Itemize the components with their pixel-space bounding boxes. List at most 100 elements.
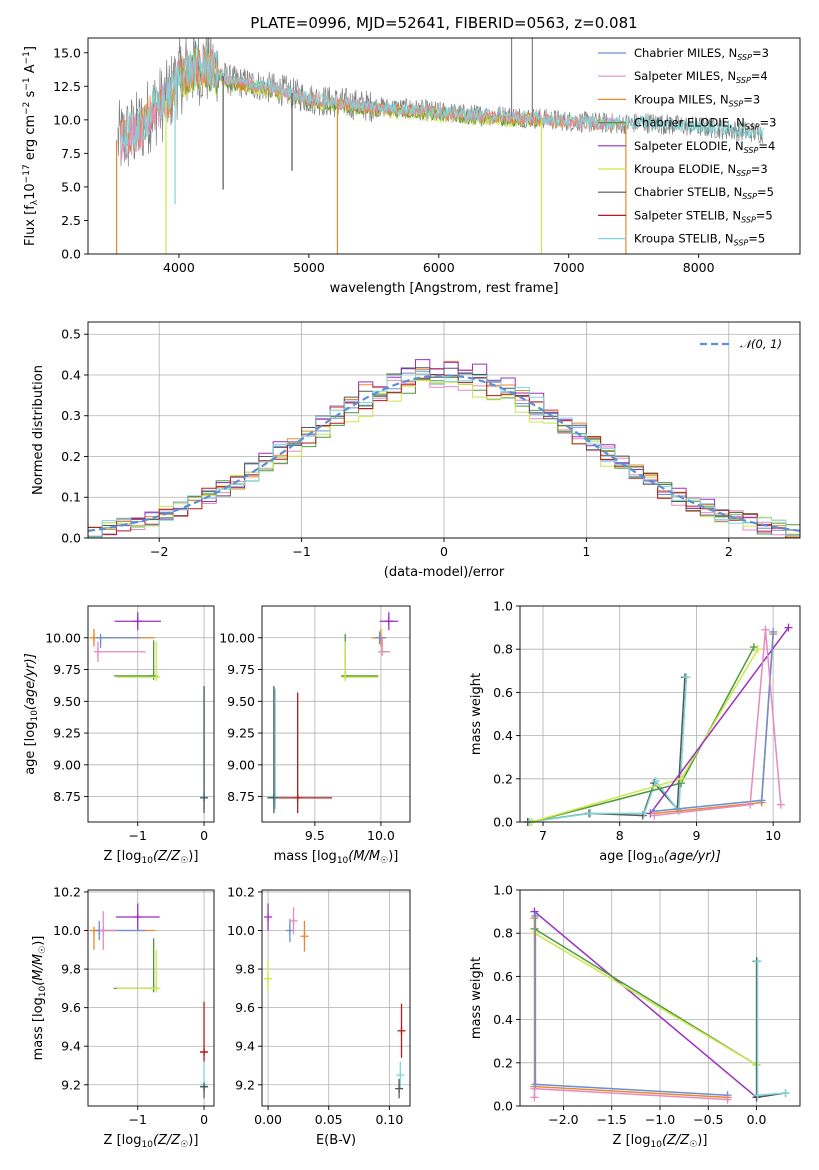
y-tick-label: 9.2 (235, 1077, 255, 1092)
errorbar-point (116, 949, 161, 993)
errorbar-point (379, 612, 399, 631)
x-tick-label: −1.5 (597, 1112, 627, 1127)
axes-frame (87, 889, 215, 1107)
y-tick-label: 0.0 (61, 247, 81, 262)
y-tick-label: 10.0 (53, 923, 81, 938)
y-tick-label: 0.8 (493, 926, 513, 941)
x-tick-label: −1 (129, 1112, 147, 1127)
errorbar-point (264, 903, 273, 931)
legend-entry: Kroupa STELIB, NSSP=5 (634, 232, 765, 248)
y-tick-label: 0.6 (493, 685, 513, 700)
y-axis-label: Flux [fλ10−17 erg cm−2 s−1 A−1] (22, 46, 40, 246)
mass-weight-marker (776, 800, 785, 809)
y-tick-label: 10.0 (53, 112, 81, 127)
errorbar-point (113, 938, 158, 993)
y-tick-label: 8.75 (227, 789, 255, 804)
errorbar-point (113, 640, 158, 680)
mass-weight-line (534, 911, 758, 1098)
x-tick-label: 0 (440, 544, 448, 559)
errorbar-point (264, 959, 273, 993)
x-tick-label: 2 (725, 544, 733, 559)
y-axis-label: mass weight (469, 673, 484, 755)
residual-histogram (88, 374, 800, 538)
legend-entry: Chabrier MILES, NSSP=3 (634, 46, 769, 62)
x-tick-label: 0.10 (375, 1112, 403, 1127)
y-tick-label: 0.6 (493, 969, 513, 984)
errorbar-point (268, 692, 333, 814)
x-tick-label: −0.5 (693, 1112, 723, 1127)
legend-entry: Chabrier ELODIE, NSSP=3 (634, 116, 776, 132)
x-tick-label: 0.0 (747, 1112, 767, 1127)
y-tick-label: 8.75 (53, 789, 81, 804)
errorbar-point (114, 612, 161, 631)
residuals-panel: −2 −1 0 1 2 0.0 0.1 0.2 0.3 0.4 0.5 (data-model)/er… (31, 321, 801, 580)
mass-weight-marker (530, 1093, 539, 1102)
errorbar-point (341, 641, 379, 682)
mass-weight-marker (757, 796, 766, 805)
x-tick-label: −2 (150, 544, 168, 559)
y-tick-label: 0.4 (61, 367, 81, 382)
x-tick-label: 8 (616, 828, 624, 843)
y-tick-label: 9.4 (61, 1039, 81, 1054)
mass-weight-marker (753, 645, 762, 654)
legend-entry: Salpeter MILES, NSSP=4 (634, 69, 768, 85)
mass-weight-line (534, 932, 757, 1066)
x-axis-label: Z [log10(Z/Z☉)] (104, 849, 199, 866)
y-tick-label: 1.0 (493, 599, 513, 614)
errorbar-point (396, 1061, 405, 1089)
mass-weight-marker (677, 774, 686, 783)
mass-weight-line (534, 915, 728, 1096)
mass-weight-line (529, 677, 688, 823)
x-axis-label: wavelength [Angstrom, rest frame] (330, 281, 559, 296)
x-tick-label: 0.05 (315, 1112, 343, 1127)
x-tick-label: 0 (200, 1112, 208, 1127)
mass-weight-marker (531, 1080, 540, 1089)
mass_vs_Z-panel: −1 0 9.2 9.4 9.6 9.8 10.0 10.2 Z [log10(Z/Z☉)] ma… (31, 884, 215, 1150)
x-tick-label: 6000 (423, 260, 455, 275)
y-tick-label: 0.8 (493, 642, 513, 657)
mass-weight-marker (530, 1084, 539, 1093)
x-tick-label: 10.0 (367, 828, 395, 843)
errorbar-point (289, 907, 298, 935)
y-tick-label: 0.3 (61, 408, 81, 423)
x-tick-label: 4000 (163, 260, 195, 275)
axes-frame (261, 889, 411, 1107)
mass-weight-marker (781, 1089, 790, 1098)
age_vs_mass-panel: 9.5 10.0 8.75 9.00 9.25 9.50 9.75 10.00 mass [lo… (219, 605, 411, 866)
y-tick-label: 12.5 (53, 79, 81, 94)
legend-entry: Kroupa MILES, NSSP=3 (634, 92, 760, 108)
x-tick-label: 10 (765, 828, 781, 843)
x-tick-label: 0 (200, 828, 208, 843)
y-tick-label: 0.0 (61, 531, 81, 546)
y-tick-label: 9.50 (227, 694, 255, 709)
x-tick-label: 8000 (683, 260, 715, 275)
x-tick-label: 7000 (553, 260, 585, 275)
y-tick-label: 0.1 (61, 490, 81, 505)
mass-weight-line (649, 627, 790, 814)
y-tick-label: 9.2 (61, 1077, 81, 1092)
axes-frame (519, 605, 801, 823)
figure-title: PLATE=0996, MJD=52641, FIBERID=0563, z=0… (250, 14, 637, 32)
y-tick-label: 0.4 (493, 1012, 513, 1027)
x-tick-label: −1 (292, 544, 310, 559)
y-tick-label: 5.0 (61, 179, 81, 194)
spectrum-legend: Chabrier MILES, NSSP=3 Salpeter MILES, NS… (598, 46, 776, 248)
model-spectrum-line (120, 44, 765, 155)
y-tick-label: 0.0 (493, 815, 513, 830)
axes-frame (87, 605, 215, 823)
errorbar-point (200, 1082, 209, 1099)
x-tick-label: 9 (692, 828, 700, 843)
mass-weight-marker (761, 625, 770, 634)
mass-weight-marker (682, 673, 691, 682)
y-tick-label: 7.5 (61, 146, 81, 161)
y-axis-label: mass weight (469, 957, 484, 1039)
mass-weight-marker (753, 957, 762, 966)
gaussian-curve (88, 374, 800, 532)
y-tick-label: 0.5 (61, 327, 81, 342)
mass-weight-marker (531, 911, 540, 920)
y-tick-label: 0.0 (493, 1099, 513, 1114)
y-tick-label: 9.25 (227, 726, 255, 741)
y-tick-label: 10.2 (227, 884, 255, 899)
y-tick-label: 10.0 (227, 923, 255, 938)
